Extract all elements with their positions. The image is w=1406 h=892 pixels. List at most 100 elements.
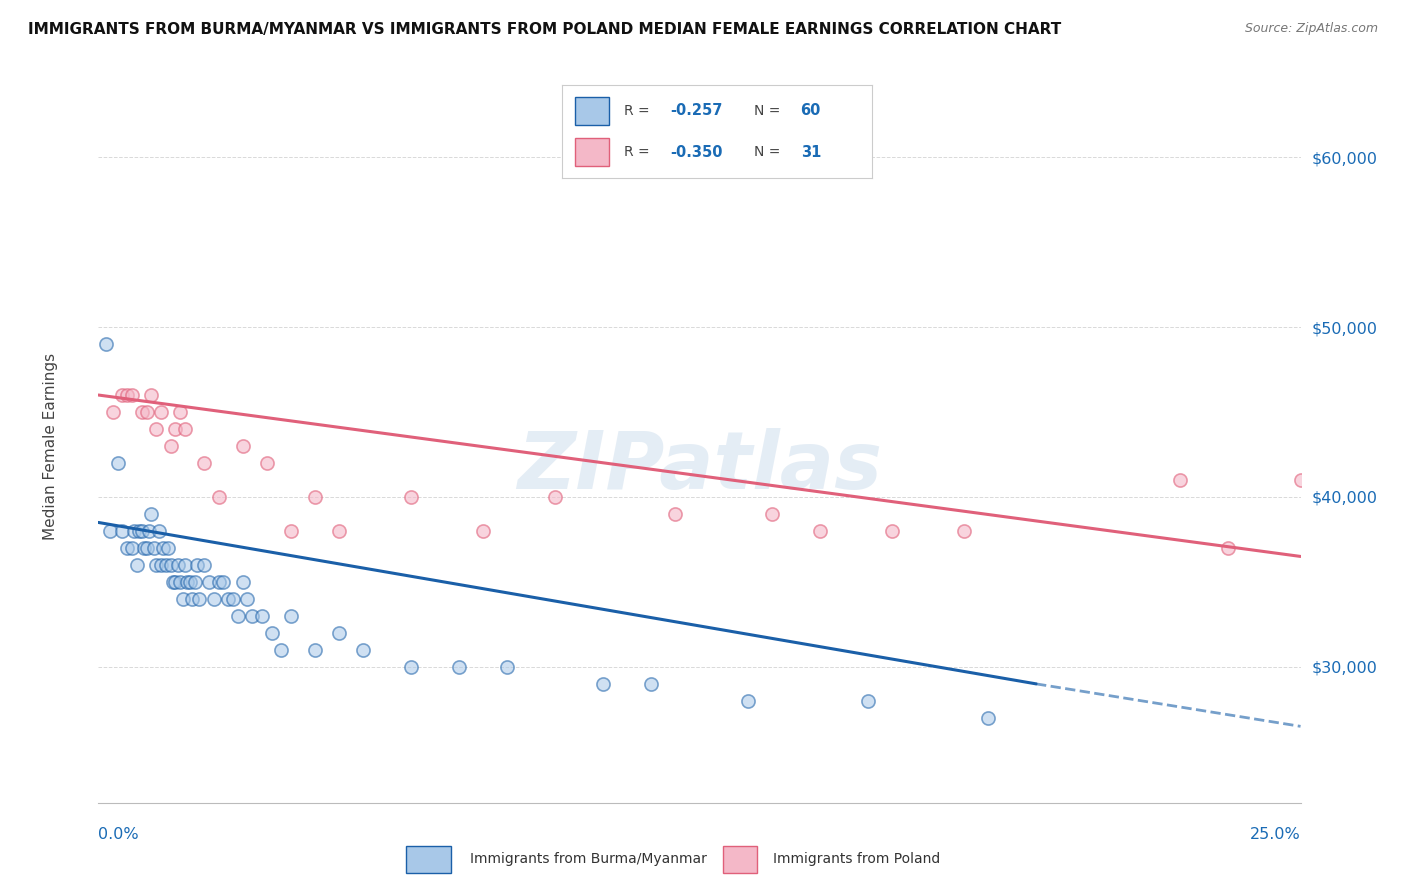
- Point: [149, 405, 172, 419]
- Point: [128, 524, 150, 538]
- Point: [496, 660, 519, 674]
- Point: [157, 541, 180, 555]
- Point: [472, 524, 495, 538]
- Point: [165, 422, 187, 436]
- Point: [169, 405, 191, 419]
- Text: -0.350: -0.350: [671, 145, 723, 160]
- Point: [1170, 473, 1192, 487]
- Point: [544, 490, 567, 504]
- Point: [138, 524, 160, 538]
- Point: [111, 388, 134, 402]
- Point: [165, 574, 187, 589]
- Point: [125, 558, 148, 572]
- Point: [186, 558, 208, 572]
- Point: [592, 677, 614, 691]
- Point: [202, 591, 225, 606]
- Point: [149, 558, 172, 572]
- Point: [256, 456, 278, 470]
- Point: [174, 558, 197, 572]
- Text: 0.0%: 0.0%: [98, 827, 139, 841]
- Bar: [406, 847, 451, 873]
- Point: [131, 405, 153, 419]
- Text: Median Female Earnings: Median Female Earnings: [42, 352, 58, 540]
- Point: [159, 439, 181, 453]
- Text: Immigrants from Poland: Immigrants from Poland: [773, 852, 941, 865]
- Point: [155, 558, 177, 572]
- Point: [181, 591, 204, 606]
- Point: [145, 422, 167, 436]
- Text: 60: 60: [800, 103, 821, 119]
- Point: [198, 574, 221, 589]
- Point: [142, 541, 165, 555]
- Point: [135, 541, 157, 555]
- Point: [761, 507, 783, 521]
- Point: [1218, 541, 1240, 555]
- Point: [880, 524, 903, 538]
- Point: [260, 626, 283, 640]
- Point: [176, 574, 198, 589]
- Point: [100, 524, 122, 538]
- Point: [399, 660, 422, 674]
- Point: [280, 608, 302, 623]
- Bar: [723, 847, 758, 873]
- Text: N =: N =: [754, 104, 780, 118]
- Point: [328, 626, 350, 640]
- Point: [208, 574, 231, 589]
- Text: ZIPatlas: ZIPatlas: [517, 428, 882, 507]
- Point: [172, 591, 194, 606]
- Text: IMMIGRANTS FROM BURMA/MYANMAR VS IMMIGRANTS FROM POLAND MEDIAN FEMALE EARNINGS C: IMMIGRANTS FROM BURMA/MYANMAR VS IMMIGRA…: [28, 22, 1062, 37]
- Point: [148, 524, 170, 538]
- Point: [174, 422, 197, 436]
- Point: [141, 507, 163, 521]
- Point: [121, 388, 143, 402]
- Point: [162, 574, 184, 589]
- Point: [117, 388, 139, 402]
- Point: [101, 405, 124, 419]
- Text: Immigrants from Burma/Myanmar: Immigrants from Burma/Myanmar: [470, 852, 706, 865]
- Text: 25.0%: 25.0%: [1250, 827, 1301, 841]
- Point: [250, 608, 273, 623]
- Text: -0.257: -0.257: [671, 103, 723, 119]
- Point: [808, 524, 831, 538]
- Point: [212, 574, 235, 589]
- Text: R =: R =: [624, 104, 650, 118]
- Point: [135, 405, 157, 419]
- Point: [193, 558, 215, 572]
- Point: [145, 558, 167, 572]
- Point: [179, 574, 201, 589]
- Point: [183, 574, 205, 589]
- Point: [664, 507, 686, 521]
- Point: [193, 456, 215, 470]
- Point: [124, 524, 146, 538]
- Text: Source: ZipAtlas.com: Source: ZipAtlas.com: [1244, 22, 1378, 36]
- Text: 31: 31: [800, 145, 821, 160]
- Point: [141, 388, 163, 402]
- Point: [111, 524, 134, 538]
- Point: [352, 643, 374, 657]
- Point: [232, 439, 254, 453]
- Point: [640, 677, 662, 691]
- Point: [152, 541, 174, 555]
- Point: [399, 490, 422, 504]
- Point: [132, 541, 155, 555]
- Point: [304, 490, 326, 504]
- Point: [240, 608, 263, 623]
- Point: [328, 524, 350, 538]
- Point: [121, 541, 143, 555]
- Point: [117, 541, 139, 555]
- Point: [159, 558, 181, 572]
- Point: [856, 694, 879, 708]
- Point: [131, 524, 153, 538]
- Point: [737, 694, 759, 708]
- Point: [226, 608, 249, 623]
- Point: [270, 643, 292, 657]
- Point: [169, 574, 191, 589]
- Point: [236, 591, 259, 606]
- Point: [280, 524, 302, 538]
- Point: [217, 591, 239, 606]
- Text: N =: N =: [754, 145, 780, 159]
- Point: [953, 524, 976, 538]
- Point: [304, 643, 326, 657]
- Point: [94, 337, 117, 351]
- Bar: [575, 138, 609, 166]
